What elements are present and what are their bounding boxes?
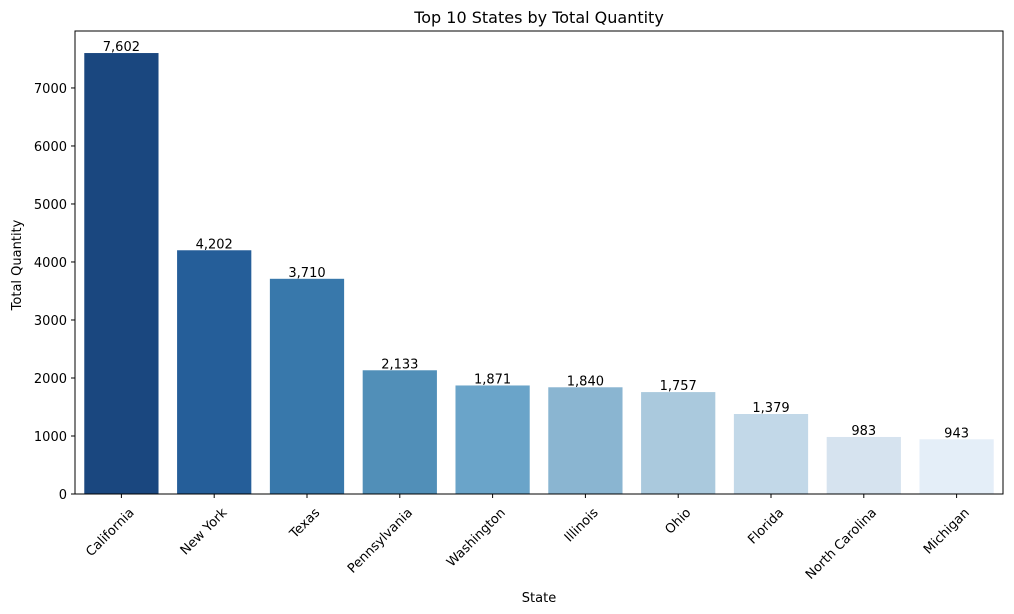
data-label: 943 xyxy=(944,426,969,441)
bar-ohio xyxy=(641,392,716,494)
y-tick-label: 5000 xyxy=(34,198,67,213)
plot-frame xyxy=(74,30,1004,495)
bar-texas xyxy=(269,278,345,494)
y-tick-label: 4000 xyxy=(34,256,67,271)
data-labels: 7,602 4,202 3,710 2,133 1,871 1,840 1,757 1,379… xyxy=(103,40,969,441)
data-label: 1,840 xyxy=(567,374,604,389)
y-tick-label: 2000 xyxy=(34,372,67,387)
x-axis-label: State xyxy=(522,591,556,606)
data-label: 1,757 xyxy=(660,379,697,394)
bar-pennsylvania xyxy=(362,370,437,494)
bar-north-carolina xyxy=(826,436,901,494)
y-tick-label: 0 xyxy=(59,488,67,503)
y-tick-label: 6000 xyxy=(34,140,67,155)
bar-illinois xyxy=(548,387,623,494)
y-tick-label: 3000 xyxy=(34,314,67,329)
y-axis-ticks: 0 1000 2000 3000 4000 5000 6000 7000 xyxy=(34,82,75,503)
y-axis-label: Total Quantity xyxy=(10,219,25,311)
data-label: 2,133 xyxy=(381,357,418,372)
y-tick-label: 1000 xyxy=(34,430,67,445)
data-label: 7,602 xyxy=(103,40,140,55)
bar-new-york xyxy=(177,250,252,494)
chart-title: Top 10 States by Total Quantity xyxy=(413,8,664,27)
data-label: 4,202 xyxy=(196,237,233,252)
bar-california xyxy=(84,53,159,495)
bar-florida xyxy=(733,414,809,494)
bar-washington xyxy=(455,385,530,494)
data-label: 3,710 xyxy=(288,266,325,281)
y-tick-label: 7000 xyxy=(34,82,67,97)
data-label: 1,871 xyxy=(474,372,511,387)
data-label: 1,379 xyxy=(752,401,789,416)
data-label: 983 xyxy=(851,424,876,439)
bar-michigan xyxy=(919,439,994,494)
bars-group xyxy=(84,53,994,495)
